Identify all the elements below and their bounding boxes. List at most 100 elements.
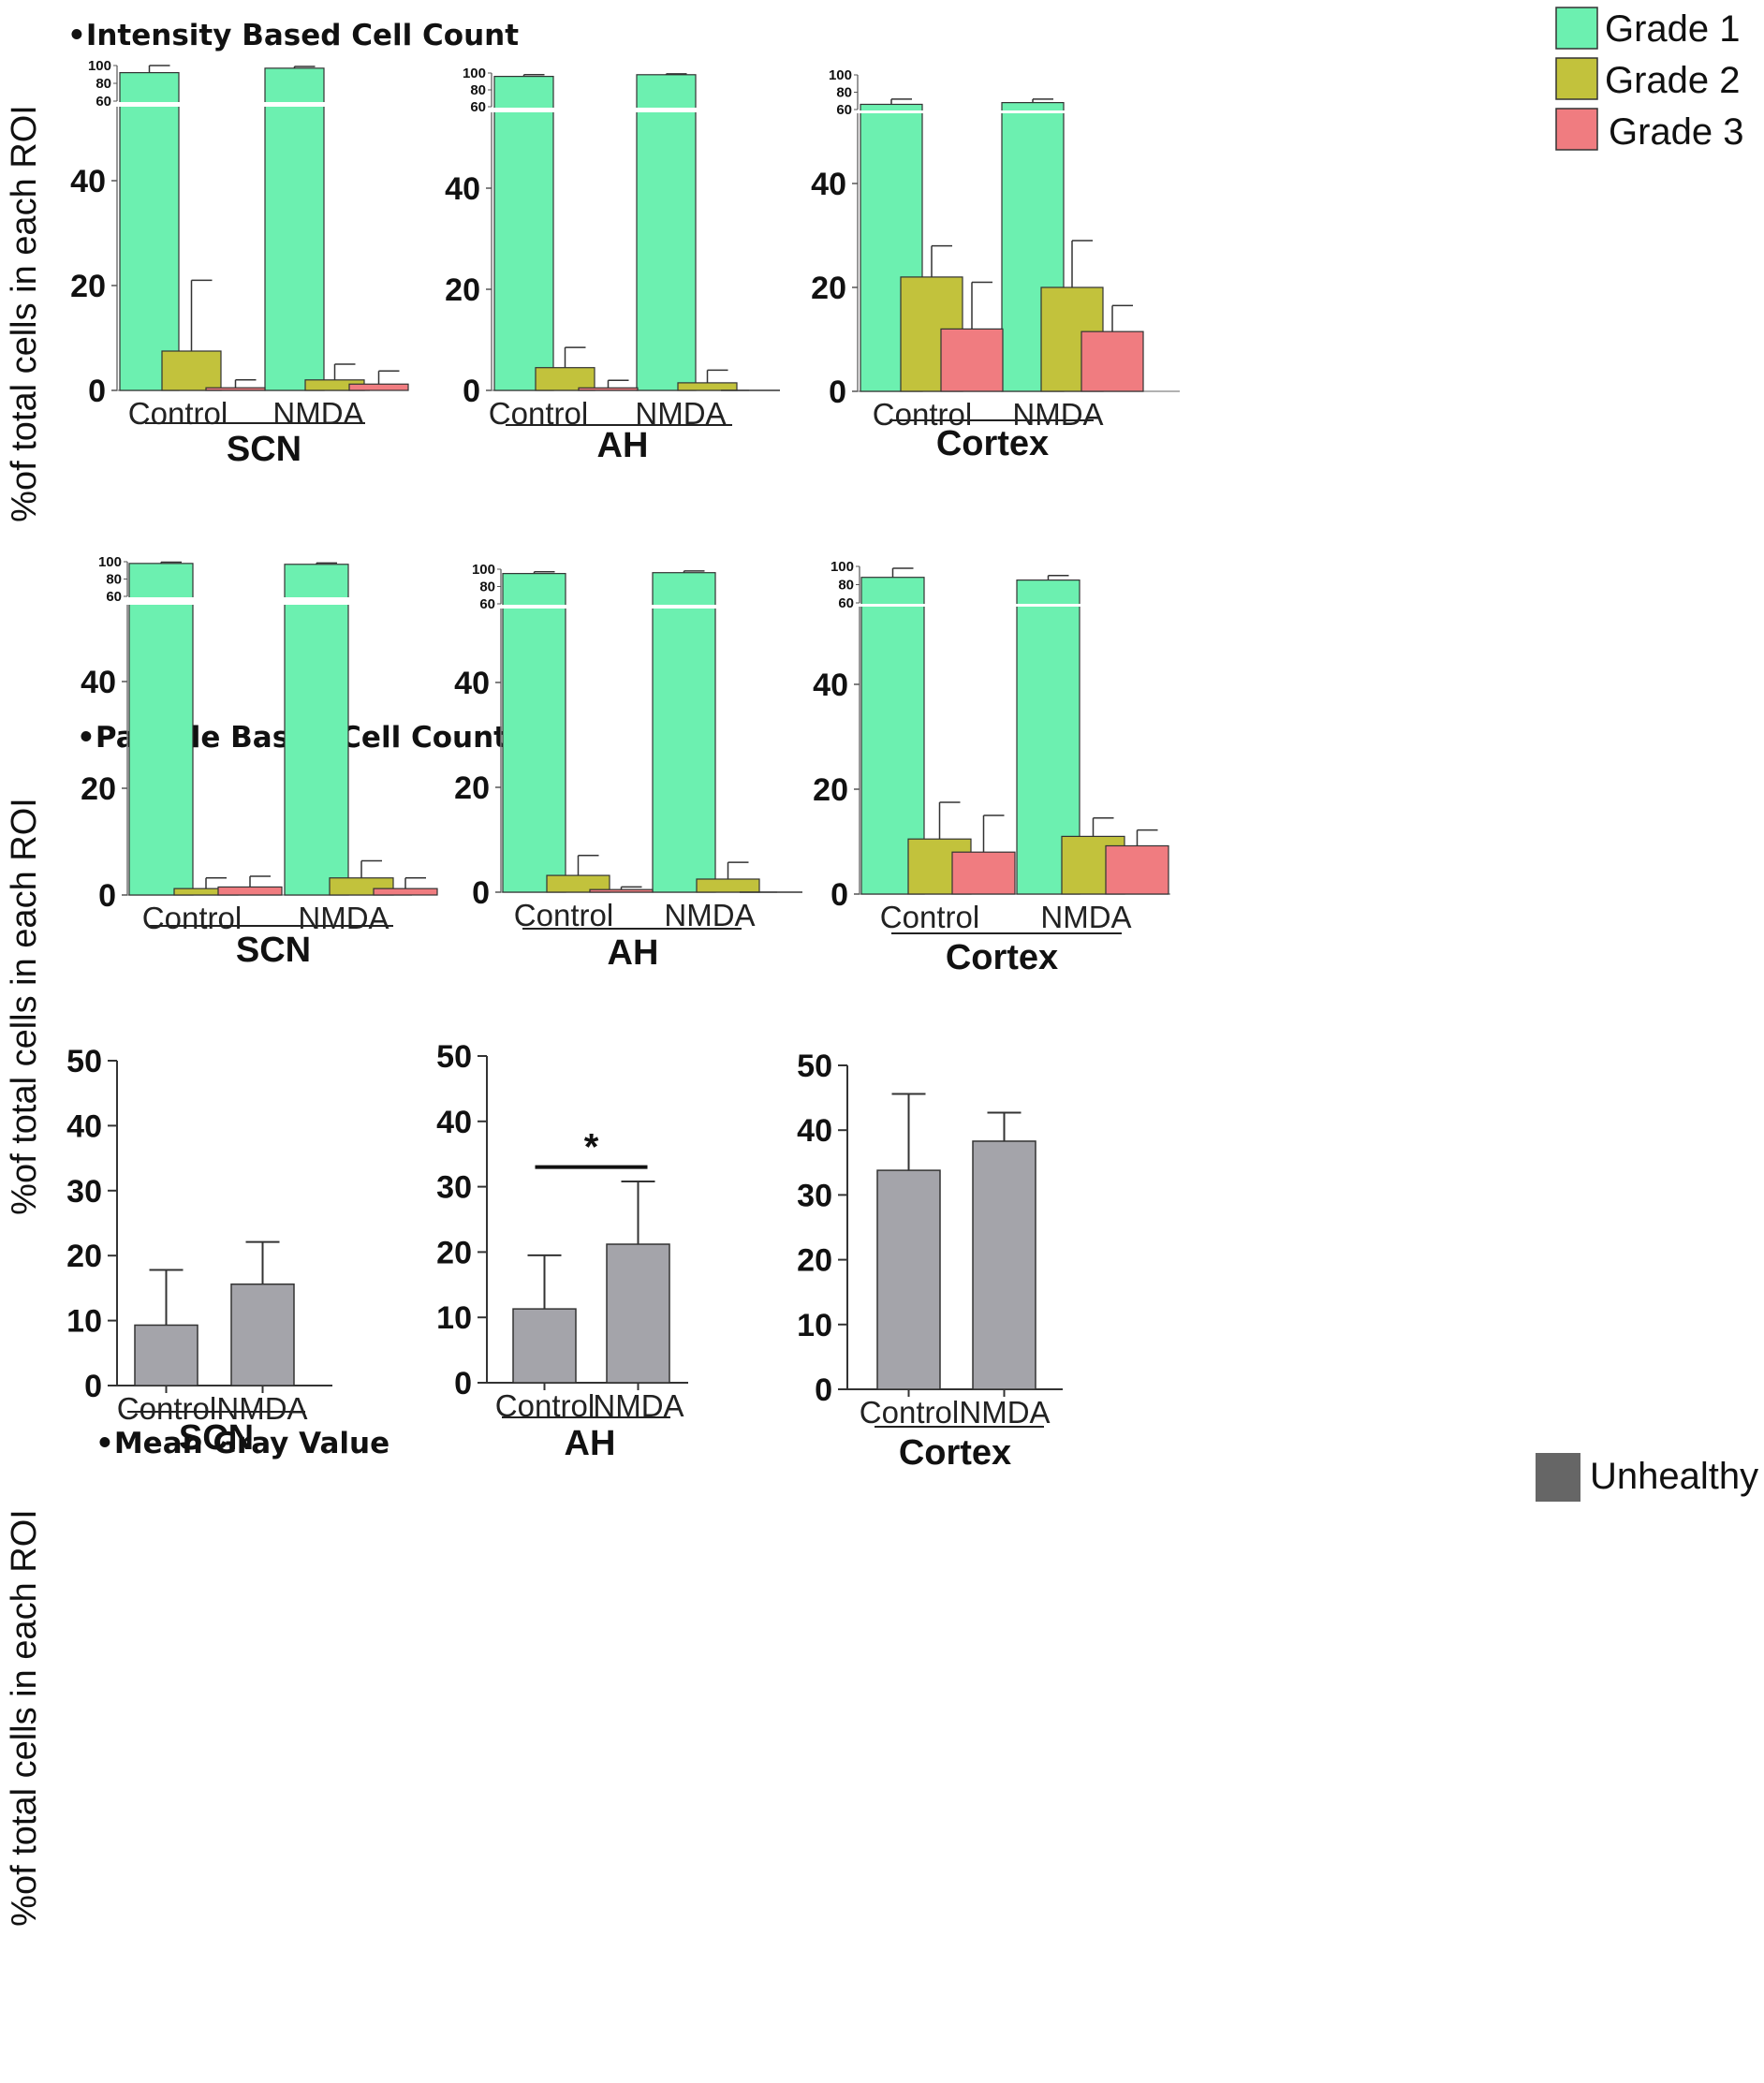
y-tick-label: 40 xyxy=(66,1108,102,1144)
bar-grade-3-nmda xyxy=(1105,844,1169,895)
axis-break-gap xyxy=(119,102,180,107)
axis-break-gap xyxy=(860,604,925,607)
y-tick-label: 100 xyxy=(463,66,486,81)
y-tick-label: 50 xyxy=(797,1049,832,1084)
bar-grade-3-control xyxy=(578,387,639,391)
y-tick-label: 80 xyxy=(470,82,486,98)
y-tick-label: 60 xyxy=(836,102,852,118)
y-tick-label: 0 xyxy=(88,374,106,409)
category-label-control: Control xyxy=(128,396,228,431)
bar-grade-2-nmda xyxy=(696,878,760,893)
bar-unhealthy-control xyxy=(512,1308,577,1384)
axis-break-gap xyxy=(284,597,349,605)
axis-break-gap xyxy=(652,605,716,609)
y-tick-label: 30 xyxy=(797,1178,832,1213)
y-tick-label: 80 xyxy=(96,76,111,92)
y-tick-label: 20 xyxy=(66,1239,102,1274)
y-tick-label: 50 xyxy=(66,1044,102,1079)
y-tick-label: 30 xyxy=(436,1170,472,1206)
legend-grades: Grade 1 Grade 2 Grade 3 xyxy=(1555,7,1744,153)
y-tick-label: 0 xyxy=(831,877,848,913)
bar-grade-3-nmda xyxy=(373,887,438,896)
bar-unhealthy-control xyxy=(876,1169,941,1390)
axis-break-gap xyxy=(128,597,194,605)
y-tick-label: 40 xyxy=(445,171,480,207)
y-tick-label: 40 xyxy=(454,666,490,701)
y-tick-label: 20 xyxy=(811,271,846,306)
bar-grade-3-control xyxy=(217,886,283,896)
bar-grade-1-nmda xyxy=(284,564,349,896)
region-label-cortex: Cortex xyxy=(899,1433,1011,1473)
bar-grade-3-nmda xyxy=(1080,330,1144,392)
axis-break-gap xyxy=(636,108,697,112)
bar-grade-3-control xyxy=(589,888,654,893)
legend-item-grade-2: Grade 2 xyxy=(1555,57,1741,101)
y-tick-label: 0 xyxy=(454,1366,472,1401)
y-tick-label: 10 xyxy=(436,1300,472,1336)
y-tick-label: 20 xyxy=(81,771,116,807)
bar-grade-3-control xyxy=(951,851,1016,895)
y-tick-label: 40 xyxy=(81,665,116,700)
y-tick-label: 20 xyxy=(454,770,490,806)
category-label-control: Control xyxy=(880,900,979,934)
bar-grade-1-nmda xyxy=(636,74,697,391)
legend-label-grade-2: Grade 2 xyxy=(1605,60,1741,101)
legend-swatch-unhealthy xyxy=(1536,1453,1580,1502)
section-title-intensity: •Intensity Based Cell Count xyxy=(67,19,519,52)
region-label-cortex: Cortex xyxy=(936,424,1049,463)
bar-grade-1-control xyxy=(493,75,554,391)
region-label-cortex: Cortex xyxy=(946,938,1058,977)
category-label-control: Control xyxy=(514,898,613,932)
y-tick-label: 100 xyxy=(98,554,122,570)
y-tick-label: 20 xyxy=(70,269,106,304)
legend-item-grade-3: Grade 3 xyxy=(1555,108,1744,153)
legend-label-grade-1: Grade 1 xyxy=(1605,8,1741,50)
y-axis-label-row3: %of total cells in each ROI xyxy=(5,1509,44,1927)
bar-grade-3-nmda xyxy=(348,383,409,391)
y-tick-label: 60 xyxy=(96,94,111,110)
category-label-nmda: NMDA xyxy=(216,1391,307,1426)
y-tick-label: 80 xyxy=(479,579,495,595)
axis-break-gap xyxy=(1016,604,1080,607)
category-label-control: Control xyxy=(142,901,242,935)
region-label-scn: SCN xyxy=(179,1418,254,1458)
bar-grade-2-control xyxy=(535,367,595,391)
y-tick-label: 0 xyxy=(815,1372,832,1408)
bar-grade-3-control xyxy=(940,328,1004,392)
category-label-nmda: NMDA xyxy=(1040,900,1131,934)
y-axis-label-row1: %of total cells in each ROI xyxy=(5,105,44,522)
bar-unhealthy-nmda xyxy=(972,1140,1036,1390)
legend-swatch-grade-2 xyxy=(1555,57,1598,100)
region-label-scn: SCN xyxy=(236,931,311,970)
y-tick-label: 80 xyxy=(106,572,122,588)
category-label-control: Control xyxy=(860,1395,959,1430)
category-label-control: Control xyxy=(117,1391,216,1426)
y-tick-label: 40 xyxy=(813,667,848,703)
y-tick-label: 60 xyxy=(479,596,495,612)
y-tick-label: 0 xyxy=(463,374,480,409)
y-tick-label: 60 xyxy=(106,589,122,605)
y-tick-label: 60 xyxy=(470,99,486,115)
axis-break-gap xyxy=(1001,110,1065,113)
category-label-nmda: NMDA xyxy=(959,1395,1050,1430)
y-tick-label: 100 xyxy=(829,67,852,83)
legend-unhealthy: Unhealthy xyxy=(1536,1453,1758,1502)
legend-swatch-grade-1 xyxy=(1555,7,1598,50)
bar-grade-1-control xyxy=(119,71,180,391)
section-title-mean-gray: •Mean Gray Value xyxy=(96,1427,390,1460)
region-label-ah: AH xyxy=(608,933,659,973)
category-label-nmda: NMDA xyxy=(272,396,363,431)
significance-marker: * xyxy=(584,1127,599,1168)
category-label-nmda: NMDA xyxy=(1012,397,1103,432)
bar-grade-3-control xyxy=(205,387,266,391)
y-tick-label: 30 xyxy=(66,1174,102,1210)
category-label-nmda: NMDA xyxy=(664,898,755,932)
y-tick-label: 100 xyxy=(831,559,854,575)
